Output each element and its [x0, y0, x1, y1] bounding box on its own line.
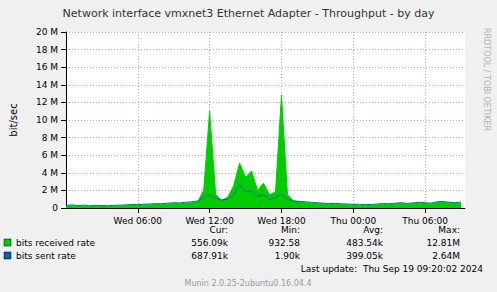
- svg-text:Max:: Max:: [438, 225, 460, 235]
- svg-text:12.81M: 12.81M: [426, 238, 460, 248]
- svg-text:Wed 06:00: Wed 06:00: [114, 216, 163, 226]
- svg-text:10 M: 10 M: [36, 115, 58, 125]
- svg-text:Network interface vmxnet3 Ethe: Network interface vmxnet3 Ethernet Adapt…: [63, 7, 435, 20]
- svg-text:2.64M: 2.64M: [432, 251, 460, 261]
- svg-text:20 M: 20 M: [36, 27, 58, 37]
- svg-text:0: 0: [52, 203, 58, 213]
- svg-text:556.09k: 556.09k: [191, 238, 228, 248]
- svg-text:932.58: 932.58: [269, 238, 301, 248]
- svg-text:bits sent rate: bits sent rate: [16, 251, 76, 261]
- svg-text:2 M: 2 M: [42, 185, 58, 195]
- svg-text:14 M: 14 M: [36, 80, 58, 90]
- svg-text:Thu 00:00: Thu 00:00: [329, 216, 376, 226]
- svg-text:12 M: 12 M: [36, 97, 58, 107]
- svg-text:1.90k: 1.90k: [275, 251, 301, 261]
- svg-text:18 M: 18 M: [36, 45, 58, 55]
- svg-text:Munin 2.0.25-2ubuntu0.16.04.4: Munin 2.0.25-2ubuntu0.16.04.4: [185, 279, 312, 288]
- svg-text:8 M: 8 M: [42, 133, 58, 143]
- svg-text:Wed 18:00: Wed 18:00: [257, 216, 306, 226]
- svg-text:bits received rate: bits received rate: [16, 238, 95, 248]
- svg-text:RRDTOOL / TOBI OETIKER: RRDTOOL / TOBI OETIKER: [482, 28, 491, 131]
- svg-text:687.91k: 687.91k: [191, 251, 228, 261]
- svg-text:Thu 06:00: Thu 06:00: [401, 216, 448, 226]
- svg-text:Cur:: Cur:: [209, 225, 228, 235]
- svg-text:Avg:: Avg:: [363, 225, 383, 235]
- svg-text:483.54k: 483.54k: [346, 238, 383, 248]
- svg-text:Last update: Thu Sep 19 09:20: Last update: Thu Sep 19 09:20:02 2024: [301, 264, 483, 274]
- svg-text:399.05k: 399.05k: [346, 251, 383, 261]
- svg-text:bit/sec: bit/sec: [8, 103, 19, 136]
- svg-text:6 M: 6 M: [42, 150, 58, 160]
- svg-text:16 M: 16 M: [36, 62, 58, 72]
- svg-text:Min:: Min:: [281, 225, 300, 235]
- svg-text:4 M: 4 M: [42, 168, 58, 178]
- svg-text:Wed 12:00: Wed 12:00: [185, 216, 234, 226]
